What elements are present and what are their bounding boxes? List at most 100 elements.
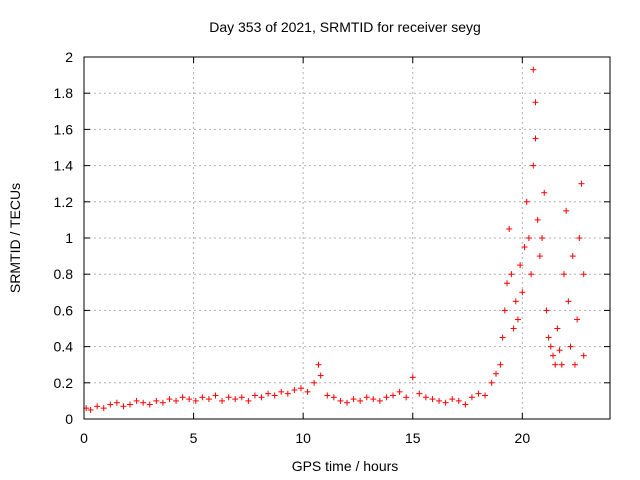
data-point <box>87 406 94 413</box>
x-tick-label: 10 <box>295 430 311 446</box>
data-point <box>153 397 160 404</box>
y-tick-label: 0.4 <box>54 339 74 355</box>
y-tick-label: 1 <box>65 230 73 246</box>
data-point <box>508 271 515 278</box>
data-point <box>344 399 350 406</box>
data-point <box>547 343 554 350</box>
data-point <box>534 216 541 223</box>
data-point <box>278 388 285 395</box>
data-point <box>376 397 383 404</box>
data-point <box>337 397 344 404</box>
data-point <box>563 207 570 214</box>
data-point <box>357 397 364 404</box>
y-tick-label: 1.6 <box>54 121 74 137</box>
data-point <box>545 334 552 341</box>
data-point <box>127 401 134 408</box>
y-axis-title: SRMTID / TECUs <box>7 183 23 293</box>
data-point <box>173 397 180 404</box>
data-point <box>532 99 539 106</box>
data-point <box>574 316 581 323</box>
chart-title: Day 353 of 2021, SRMTID for receiver sey… <box>209 19 481 35</box>
data-point <box>519 289 526 296</box>
data-point <box>140 399 147 406</box>
y-tick-label: 1.2 <box>54 194 74 210</box>
data-point <box>113 399 120 406</box>
data-point <box>219 397 226 404</box>
data-point <box>530 66 537 73</box>
data-point <box>94 403 101 410</box>
data-point <box>475 390 482 397</box>
data-point <box>468 394 475 401</box>
data-point <box>403 394 410 401</box>
data-point <box>514 316 521 323</box>
data-point <box>455 397 462 404</box>
data-point <box>350 396 357 403</box>
data-point <box>271 392 278 399</box>
data-point <box>192 397 199 404</box>
data-point <box>499 334 506 341</box>
data-point <box>554 325 561 332</box>
data-point <box>525 235 532 241</box>
data-point <box>396 388 403 395</box>
data-point <box>199 394 206 401</box>
data-point <box>569 253 576 260</box>
data-point <box>578 180 585 187</box>
y-tick-label: 0.6 <box>54 302 74 318</box>
data-point <box>291 387 298 394</box>
data-point <box>251 392 258 399</box>
data-point <box>442 399 449 406</box>
data-point <box>512 298 519 305</box>
data-point <box>493 370 500 377</box>
data-point <box>212 392 219 399</box>
data-point <box>390 392 397 399</box>
data-point <box>416 390 423 397</box>
data-point <box>576 235 583 241</box>
data-point <box>571 361 578 368</box>
data-point <box>186 396 193 403</box>
data-point <box>556 347 563 354</box>
data-point <box>503 280 510 287</box>
data-point <box>422 394 429 401</box>
data-point <box>462 401 469 408</box>
x-tick-label: 0 <box>80 430 88 446</box>
x-tick-label: 20 <box>515 430 531 446</box>
data-point <box>159 399 166 406</box>
y-tick-label: 0.8 <box>54 266 74 282</box>
data-point <box>449 396 456 403</box>
data-point <box>297 385 304 392</box>
data-point <box>315 361 322 368</box>
data-point <box>258 394 265 401</box>
data-point <box>501 307 508 314</box>
data-point <box>166 396 173 403</box>
grid-lines <box>84 57 610 419</box>
data-point <box>409 374 416 381</box>
data-point <box>532 135 539 142</box>
data-point <box>506 225 513 232</box>
y-tick-label: 1.8 <box>54 85 74 101</box>
x-axis-title: GPS time / hours <box>292 458 399 474</box>
data-point <box>541 189 548 196</box>
data-point <box>565 298 572 305</box>
y-tick-label: 0.2 <box>54 375 74 391</box>
data-point <box>488 379 495 386</box>
data-point <box>567 343 574 350</box>
data-point <box>245 397 252 404</box>
data-point <box>232 396 239 403</box>
data-point <box>238 394 245 401</box>
data-point <box>225 394 232 401</box>
data-point <box>133 397 140 404</box>
data-point <box>179 394 186 401</box>
data-point <box>284 390 291 397</box>
y-tick-label: 0 <box>65 411 73 427</box>
data-point <box>560 271 567 278</box>
data-point <box>107 401 114 408</box>
data-point <box>205 396 212 403</box>
tick-labels: 00.20.40.60.811.21.41.61.820 5 10 15 20 <box>54 49 531 446</box>
data-point <box>146 401 153 408</box>
data-point <box>528 271 535 278</box>
data-point <box>543 307 550 314</box>
data-point <box>330 394 337 401</box>
data-point <box>539 235 546 241</box>
data-point <box>317 372 324 379</box>
